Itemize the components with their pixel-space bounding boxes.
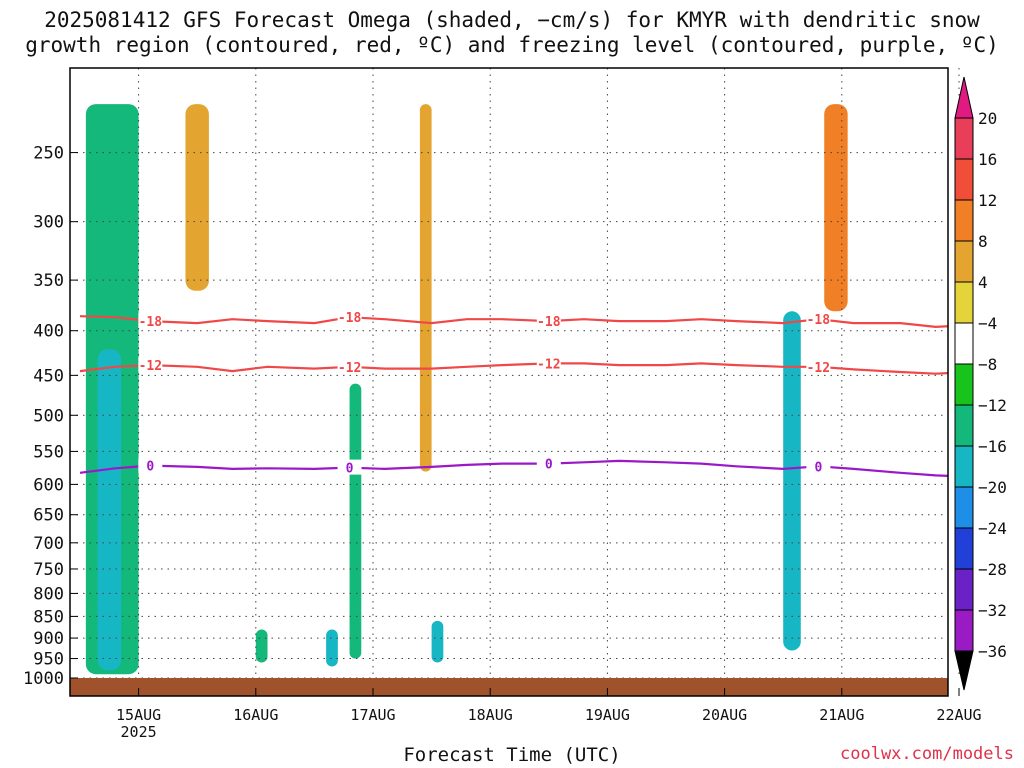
colorbar-swatch-3 (954, 240, 974, 283)
colorbar-label-11: −28 (978, 560, 1007, 579)
credit-text: coolwx.com/models (840, 744, 1014, 764)
contour-label-2-0: 0 (146, 460, 154, 475)
x-tick-label-2: 17AUG (350, 706, 395, 724)
colorbar-label-2: 12 (978, 191, 997, 210)
colorbar-label-4: 4 (978, 273, 988, 292)
contour-label-2-2: 0 (545, 458, 553, 473)
colorbar-swatch-12 (954, 609, 974, 652)
contour-label-0-1: -18 (338, 311, 362, 326)
contour-label-1-1: -12 (338, 361, 361, 376)
y-tick-label-450: 450 (33, 366, 64, 386)
x-tick-label-5: 20AUG (702, 706, 747, 724)
y-tick-label-1000: 1000 (23, 669, 64, 689)
colorbar-label-10: −24 (978, 519, 1007, 538)
omega-region-1 (97, 349, 122, 671)
contour-label-bg-1-3 (806, 358, 831, 374)
x-tick-sublabel: 2025 (121, 723, 157, 741)
omega-region-7 (431, 620, 444, 663)
colorbar-swatch-6 (954, 363, 974, 406)
colorbar-label-8: −16 (978, 437, 1007, 456)
x-tick-label-3: 18AUG (468, 706, 513, 724)
contour-label-bg-1-2 (536, 355, 561, 371)
chart-title-line-2: growth region (contoured, red, ºC) and f… (25, 33, 999, 57)
colorbar-swatch-9 (954, 486, 974, 529)
y-tick-label-900: 900 (33, 629, 64, 649)
contour-label-1-0: -12 (139, 359, 162, 374)
chart-title-line-1: 2025081412 GFS Forecast Omega (shaded, −… (44, 8, 980, 32)
contour-label-0-2: -18 (537, 315, 561, 330)
contour-line-1 (79, 362, 948, 375)
omega-region-9 (824, 104, 848, 312)
colorbar-swatch-2 (954, 199, 974, 242)
omega-region-6 (419, 104, 432, 472)
contour-label-bg-0-1 (337, 309, 362, 325)
omega-region-2 (185, 104, 209, 291)
x-axis-label: Forecast Time (UTC) (403, 744, 621, 766)
y-tick-label-300: 300 (33, 213, 64, 233)
contour-label-2-1: 0 (346, 462, 354, 477)
contour-label-2-3: 0 (814, 460, 822, 475)
contour-label-bg-0-0 (138, 313, 163, 329)
colorbar-top-arrow (954, 76, 974, 119)
x-tick-label-6: 21AUG (819, 706, 864, 724)
colorbar-label-7: −12 (978, 396, 1007, 415)
x-tick-label-7: 22AUG (936, 706, 981, 724)
y-tick-label-350: 350 (33, 271, 64, 291)
contour-label-0-3: -18 (807, 313, 831, 328)
contour-line-2 (79, 459, 948, 477)
colorbar-swatch-10 (954, 527, 974, 570)
omega-region-4 (326, 629, 338, 667)
colorbar-swatch-8 (954, 445, 974, 488)
x-tick-label-0: 15AUG (116, 706, 161, 724)
y-tick-label-750: 750 (33, 560, 64, 580)
x-tick-label-4: 19AUG (585, 706, 630, 724)
y-tick-label-500: 500 (33, 406, 64, 426)
colorbar-swatch-5 (954, 322, 974, 365)
colorbar-swatch-1 (954, 158, 974, 201)
y-tick-label-650: 650 (33, 506, 64, 526)
contour-line-0 (79, 315, 948, 329)
contour-label-bg-0-2 (536, 313, 561, 329)
y-tick-label-400: 400 (33, 322, 64, 342)
colorbar-bottom-arrow (954, 650, 974, 691)
plot-frame (69, 67, 949, 697)
colorbar-label-13: −36 (978, 642, 1007, 661)
contour-label-bg-1-1 (337, 358, 362, 374)
colorbar-swatch-7 (954, 404, 974, 447)
y-tick-label-700: 700 (33, 534, 64, 554)
y-tick-label-850: 850 (33, 607, 64, 627)
omega-region-5 (349, 383, 362, 659)
y-tick-label-600: 600 (33, 475, 64, 495)
y-tick-label-800: 800 (33, 584, 64, 604)
x-tick-label-1: 16AUG (233, 706, 278, 724)
omega-region-8 (783, 311, 801, 651)
colorbar-swatch-4 (954, 281, 974, 324)
colorbar-label-3: 8 (978, 232, 988, 251)
omega-region-3 (255, 629, 268, 663)
colorbar-label-5: −4 (978, 314, 997, 333)
colorbar-label-0: 20 (978, 109, 997, 128)
colorbar-label-6: −8 (978, 355, 997, 374)
contour-label-bg-0-3 (806, 311, 831, 327)
y-tick-label-950: 950 (33, 650, 64, 670)
y-tick-label-550: 550 (33, 442, 64, 462)
contour-label-1-2: -12 (537, 357, 560, 372)
ground-bar (70, 678, 948, 696)
contour-label-bg-1-0 (138, 357, 163, 373)
colorbar-label-12: −32 (978, 601, 1007, 620)
y-tick-label-250: 250 (33, 144, 64, 164)
colorbar-label-9: −20 (978, 478, 1007, 497)
contour-label-bg-2-0 (138, 457, 163, 473)
contour-label-bg-2-2 (536, 455, 561, 471)
contour-label-1-3: -12 (807, 361, 830, 376)
colorbar-swatch-0 (954, 117, 974, 160)
contour-label-bg-2-1 (337, 459, 362, 475)
contour-label-0-0: -18 (139, 315, 163, 330)
colorbar-label-1: 16 (978, 150, 997, 169)
contour-label-bg-2-3 (806, 458, 831, 474)
colorbar-swatch-11 (954, 568, 974, 611)
